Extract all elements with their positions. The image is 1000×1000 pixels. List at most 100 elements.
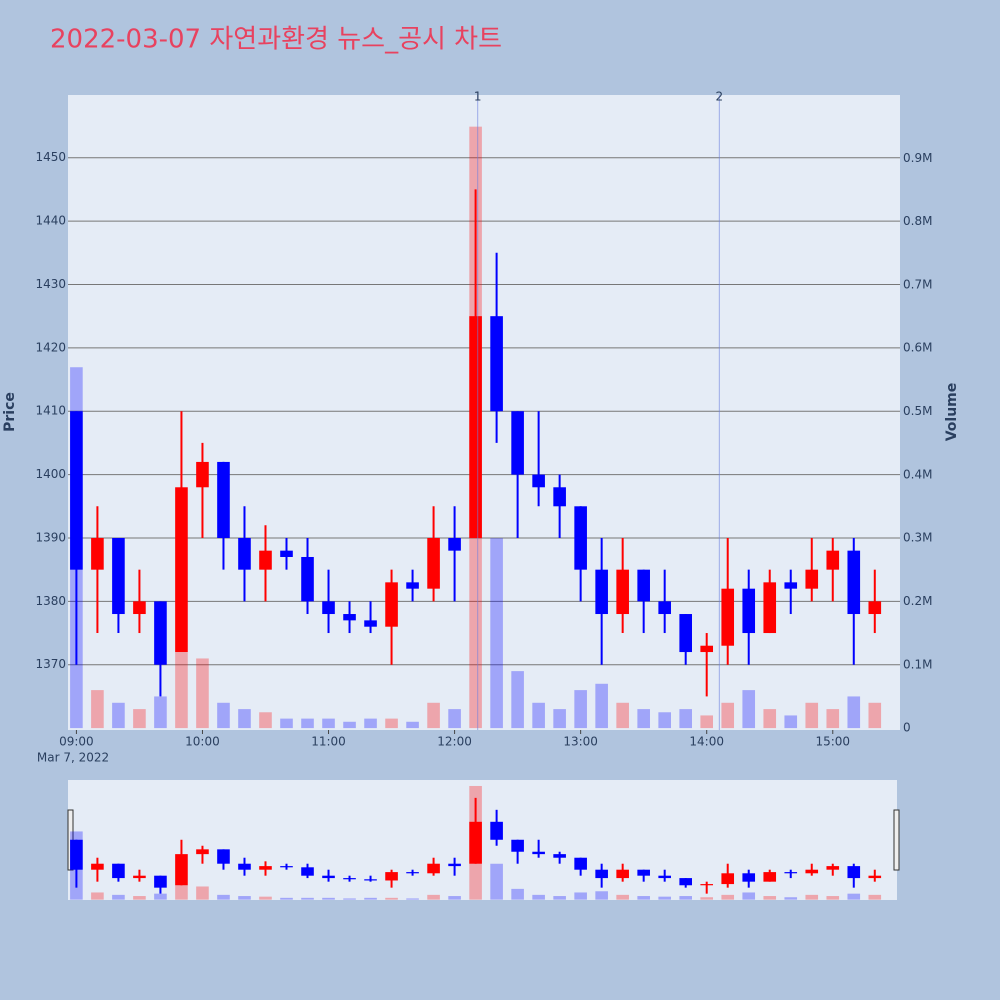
volume-bar — [112, 702, 125, 729]
range-slider[interactable] — [68, 780, 897, 900]
volume-bar — [847, 893, 861, 900]
volume-bar — [364, 718, 377, 729]
y-axis-title: Price — [2, 392, 18, 432]
y2-tick-label: 0.8M — [903, 214, 932, 228]
volume-bar — [490, 538, 503, 729]
candle-body — [322, 601, 335, 615]
volume-bar — [784, 715, 798, 729]
y-tick-label: 1410 — [35, 404, 66, 418]
volume-bar — [196, 886, 209, 900]
mini-body — [112, 863, 125, 879]
volume-bar — [595, 683, 608, 729]
candle-body — [364, 620, 377, 627]
candle-body — [448, 537, 461, 551]
y2-tick-label: 0.5M — [903, 404, 932, 418]
volume-bar — [238, 709, 251, 729]
mini-body — [658, 875, 671, 879]
annotation-label: 2 — [715, 90, 723, 104]
volume-bar — [805, 894, 819, 900]
mini-body — [154, 875, 167, 888]
volume-bar — [658, 712, 671, 729]
mini-body — [553, 854, 566, 858]
y2-tick-label: 0.2M — [903, 594, 932, 608]
mini-body — [616, 869, 629, 879]
y-tick-label: 1370 — [35, 657, 66, 671]
chart-title: 2022-03-07 자연과환경 뉴스_공시 차트 — [50, 25, 502, 55]
mini-body — [175, 854, 188, 886]
candle-body — [112, 537, 125, 615]
mini-body — [847, 866, 861, 879]
x-tick-label: 13:00 — [563, 735, 598, 749]
candle-body — [427, 537, 440, 589]
volume-bar — [511, 671, 524, 729]
y-tick-label: 1440 — [35, 214, 66, 228]
mini-body — [595, 869, 608, 879]
volume-bar — [217, 894, 230, 900]
volume-bar — [721, 894, 735, 900]
volume-bar — [385, 897, 398, 900]
volume-bar — [196, 658, 209, 729]
candle-body — [826, 550, 840, 570]
volume-bar — [658, 896, 671, 900]
mini-body — [679, 878, 692, 886]
y2-tick-label: 0.1M — [903, 657, 932, 671]
x-tick-label: 12:00 — [437, 735, 472, 749]
range-handle-right[interactable] — [893, 809, 900, 871]
volume-bar — [385, 718, 398, 729]
candle-body — [196, 461, 209, 488]
volume-bar — [133, 709, 146, 729]
candle-body — [553, 487, 566, 507]
volume-bar — [763, 896, 777, 900]
candle-body — [658, 601, 671, 615]
mini-body — [217, 849, 230, 864]
volume-bar — [616, 894, 629, 900]
mini-body — [322, 875, 335, 879]
volume-bar — [511, 888, 524, 900]
volume-bar — [175, 885, 188, 900]
candle-body — [595, 569, 608, 615]
volume-bar — [721, 702, 735, 729]
mini-body — [259, 866, 272, 870]
candle-body — [637, 569, 650, 602]
candle-body — [700, 645, 714, 653]
plot-area — [68, 95, 900, 730]
mini-body — [196, 849, 209, 855]
y2-axis-title: Volume — [944, 383, 960, 442]
mini-body — [238, 863, 251, 870]
x-tick-label: 14:00 — [689, 735, 724, 749]
mini-body — [133, 875, 146, 879]
volume-bar — [343, 721, 356, 729]
mini-body — [805, 869, 819, 874]
candle-body — [784, 582, 798, 589]
mini-body — [364, 879, 377, 881]
volume-bar — [742, 690, 756, 729]
volume-bar — [637, 896, 650, 900]
y2-tick-label: 0.3M — [903, 531, 932, 545]
mini-body — [406, 872, 419, 874]
volume-bar — [574, 892, 587, 900]
volume-bar — [259, 896, 272, 900]
mini-body — [784, 872, 798, 874]
volume-bar — [322, 718, 335, 729]
candle-body — [91, 537, 104, 570]
mini-body — [490, 821, 503, 840]
candle-body — [385, 582, 398, 627]
volume-bar — [679, 896, 692, 900]
y2-tick-label: 0.6M — [903, 341, 932, 355]
candle-body — [238, 537, 251, 570]
candle-body — [490, 316, 503, 412]
volume-bar — [301, 718, 314, 729]
volume-bar — [217, 702, 230, 729]
volume-bar — [259, 712, 272, 729]
candle-body — [763, 582, 777, 634]
candle-body — [70, 411, 83, 570]
volume-bar — [868, 894, 882, 900]
x-tick-label: 09:00 — [59, 735, 94, 749]
volume-bar — [532, 702, 545, 729]
volume-bar — [175, 652, 188, 729]
candle-body — [343, 614, 356, 621]
mini-body — [700, 884, 714, 886]
volume-bar — [301, 897, 314, 900]
volume-bar — [91, 892, 104, 900]
volume-bar — [364, 897, 377, 900]
